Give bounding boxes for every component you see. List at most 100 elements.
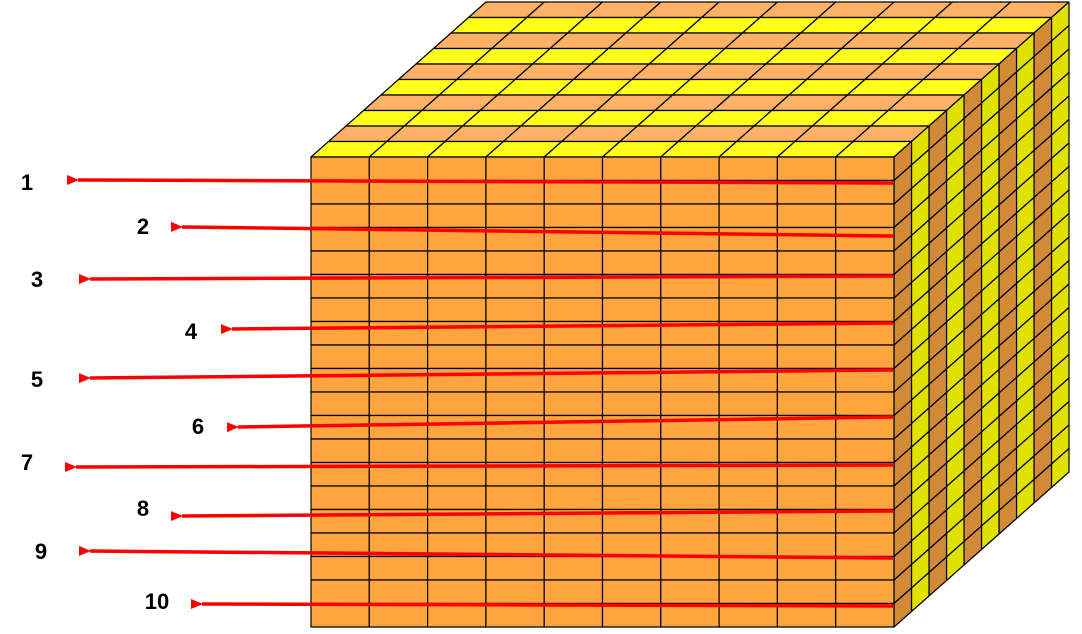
front-block <box>543 438 604 464</box>
front-block <box>485 250 545 276</box>
front-block <box>601 391 662 417</box>
front-block <box>776 438 837 464</box>
front-block <box>718 532 779 558</box>
layer-label-6: 6 <box>192 414 204 439</box>
front-block <box>368 156 429 182</box>
front-block <box>368 297 429 323</box>
front-block <box>776 203 837 229</box>
front-block <box>310 203 370 229</box>
front-block <box>835 555 895 581</box>
front-block <box>543 602 604 628</box>
front-block <box>427 344 487 370</box>
front-block <box>485 344 545 370</box>
front-block <box>485 602 545 628</box>
front-block <box>427 156 487 182</box>
front-block <box>543 156 604 182</box>
front-block <box>660 532 720 558</box>
front-block <box>368 438 429 464</box>
front-block <box>310 438 370 464</box>
front-block <box>835 532 895 558</box>
front-block <box>485 414 545 440</box>
front-block <box>601 297 662 323</box>
front-block <box>835 273 895 299</box>
front-block <box>835 391 895 417</box>
front-block <box>427 391 487 417</box>
front-block <box>543 297 604 323</box>
front-block <box>835 226 895 252</box>
front-block <box>427 485 487 511</box>
layer-arrow-1 <box>66 174 894 185</box>
front-block <box>601 179 662 205</box>
front-block <box>310 579 370 605</box>
front-block <box>485 485 545 511</box>
layer-label-2: 2 <box>137 214 149 239</box>
layer-label-9: 9 <box>35 539 47 564</box>
front-block <box>776 344 837 370</box>
front-block <box>543 391 604 417</box>
front-block <box>427 297 487 323</box>
front-block <box>718 391 779 417</box>
front-block <box>835 485 895 511</box>
front-block <box>427 438 487 464</box>
front-block <box>368 602 429 628</box>
front-block <box>776 579 837 605</box>
front-block <box>485 579 545 605</box>
layer-label-7: 7 <box>21 450 33 475</box>
front-block <box>310 555 370 581</box>
front-block <box>485 555 545 581</box>
front-block <box>601 532 662 558</box>
front-block <box>776 391 837 417</box>
front-block <box>310 226 370 252</box>
front-block <box>660 438 720 464</box>
front-block <box>776 485 837 511</box>
front-block <box>601 250 662 276</box>
front-block <box>368 179 429 205</box>
front-block <box>368 250 429 276</box>
front-block <box>368 320 429 346</box>
layer-arrow-6 <box>226 415 894 433</box>
front-block <box>485 179 545 205</box>
front-block <box>718 579 779 605</box>
cube-side-face <box>893 1 1070 628</box>
front-block <box>776 250 837 276</box>
cube-top-face <box>310 1 1070 158</box>
front-block <box>310 344 370 370</box>
front-block <box>835 344 895 370</box>
front-block <box>660 579 720 605</box>
cube-front-face <box>310 156 895 628</box>
layer-label-1: 1 <box>21 170 33 195</box>
front-block <box>776 297 837 323</box>
front-block <box>368 367 429 393</box>
front-block <box>776 226 837 252</box>
front-block <box>368 485 429 511</box>
front-block <box>601 485 662 511</box>
front-block <box>660 344 720 370</box>
front-block <box>718 226 779 252</box>
front-block <box>660 555 720 581</box>
front-block <box>660 250 720 276</box>
front-block <box>427 367 487 393</box>
front-block <box>485 438 545 464</box>
layer-arrow-10 <box>190 598 894 609</box>
front-block <box>368 579 429 605</box>
front-block <box>660 203 720 229</box>
front-block <box>776 156 837 182</box>
layer-label-5: 5 <box>31 367 43 392</box>
front-block <box>427 555 487 581</box>
front-block <box>368 203 429 229</box>
front-block <box>660 297 720 323</box>
front-block <box>543 250 604 276</box>
front-block <box>427 250 487 276</box>
front-block <box>718 438 779 464</box>
front-block <box>660 156 720 182</box>
front-block <box>427 203 487 229</box>
layer-arrow-2 <box>170 221 894 238</box>
front-block <box>368 555 429 581</box>
front-block <box>718 344 779 370</box>
front-block <box>543 579 604 605</box>
front-block <box>543 414 604 440</box>
front-block <box>718 555 779 581</box>
front-block <box>601 203 662 229</box>
front-block <box>776 555 837 581</box>
